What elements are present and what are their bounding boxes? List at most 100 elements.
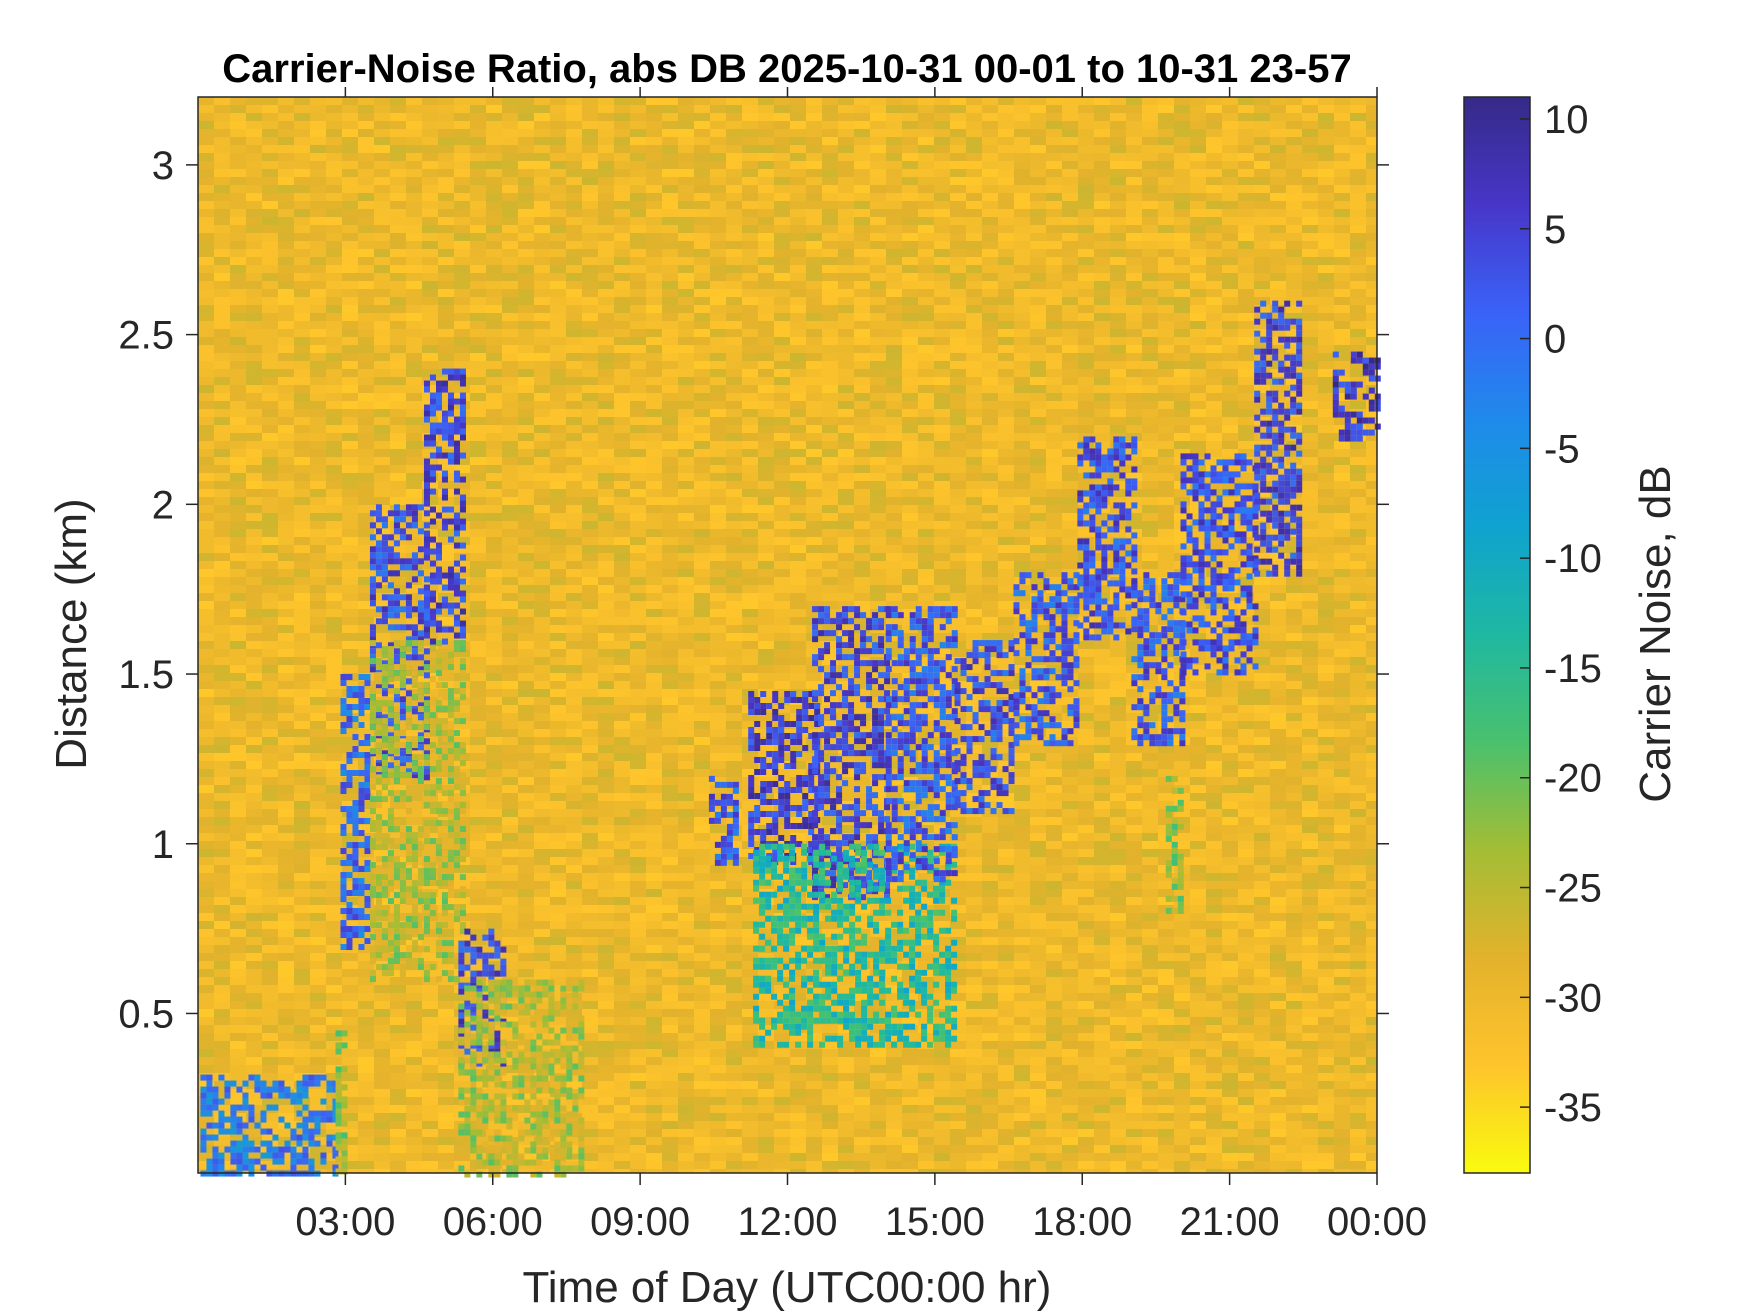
heatmap-cell xyxy=(566,449,582,457)
heatmap-cell xyxy=(518,961,534,969)
heatmap-cell xyxy=(278,321,294,329)
heatmap-cell xyxy=(358,1097,374,1105)
heatmap-cell xyxy=(262,1009,278,1017)
heatmap-cell xyxy=(598,697,614,705)
heatmap-cell xyxy=(694,1081,710,1089)
heatmap-cell xyxy=(726,185,742,193)
heatmap-cell xyxy=(710,953,726,961)
heatmap-cell xyxy=(198,401,214,409)
heatmap-cell xyxy=(646,105,662,113)
heatmap-cell xyxy=(742,137,758,145)
heatmap-cell xyxy=(422,113,438,121)
heatmap-cell xyxy=(230,945,246,953)
heatmap-cell xyxy=(470,889,486,897)
heatmap-cell xyxy=(390,681,406,689)
heatmap-cell xyxy=(662,377,678,385)
heatmap-cell xyxy=(646,1137,662,1145)
heatmap-cell xyxy=(374,161,390,169)
heatmap-cell xyxy=(310,385,326,393)
heatmap-cell xyxy=(598,1065,614,1073)
heatmap-cell xyxy=(502,401,518,409)
heatmap-cell xyxy=(230,473,246,481)
heatmap-cell xyxy=(646,289,662,297)
heatmap-cell xyxy=(406,529,422,537)
heatmap-cell xyxy=(406,113,422,121)
heatmap-cell xyxy=(758,1049,774,1057)
heatmap-cell xyxy=(374,249,390,257)
heatmap-cell xyxy=(582,449,598,457)
heatmap-cell xyxy=(390,977,406,985)
heatmap-cell xyxy=(758,633,774,641)
heatmap-cell xyxy=(614,977,630,985)
heatmap-cell xyxy=(710,377,726,385)
heatmap-cell xyxy=(470,873,486,881)
heatmap-cell xyxy=(198,169,214,177)
heatmap-cell xyxy=(518,513,534,521)
heatmap-cell xyxy=(630,337,646,345)
heatmap-cell xyxy=(230,721,246,729)
heatmap-cell xyxy=(678,625,694,633)
heatmap-cell xyxy=(646,353,662,361)
heatmap-cell xyxy=(550,985,566,993)
heatmap-cell xyxy=(550,825,566,833)
heatmap-cell xyxy=(742,641,758,649)
heatmap-cell xyxy=(358,929,374,937)
heatmap-cell xyxy=(518,1049,534,1057)
heatmap-cell xyxy=(534,937,550,945)
heatmap-cell xyxy=(774,961,790,969)
heatmap-cell xyxy=(214,801,230,809)
heatmap-cell xyxy=(470,801,486,809)
heatmap-cell xyxy=(406,1033,422,1041)
heatmap-cell xyxy=(454,233,470,241)
heatmap-cell xyxy=(374,1001,390,1009)
heatmap-cell xyxy=(758,1129,774,1137)
heatmap-cell xyxy=(566,569,582,577)
heatmap-cell xyxy=(358,1169,374,1173)
heatmap-cell xyxy=(646,225,662,233)
heatmap-cell xyxy=(630,529,646,537)
heatmap-cell xyxy=(278,289,294,297)
heatmap-cell xyxy=(374,377,390,385)
heatmap-cell xyxy=(198,889,214,897)
heatmap-cell xyxy=(566,929,582,937)
heatmap-cell xyxy=(710,257,726,265)
heatmap-cell xyxy=(422,793,438,801)
heatmap-cell xyxy=(262,905,278,913)
heatmap-cell xyxy=(582,1049,598,1057)
heatmap-cell xyxy=(230,377,246,385)
heatmap-cell xyxy=(406,1009,422,1017)
heatmap-cell xyxy=(262,457,278,465)
heatmap-cell xyxy=(646,649,662,657)
heatmap-cell xyxy=(502,457,518,465)
heatmap-cell xyxy=(326,1089,342,1097)
heatmap-cell xyxy=(390,497,406,505)
heatmap-cell xyxy=(614,289,630,297)
heatmap-cell xyxy=(358,665,374,673)
heatmap-cell xyxy=(278,1081,294,1089)
heatmap-cell xyxy=(422,177,438,185)
heatmap-cell xyxy=(310,313,326,321)
heatmap-cell xyxy=(246,953,262,961)
heatmap-cell xyxy=(470,249,486,257)
heatmap-cell xyxy=(486,409,502,417)
heatmap-cell xyxy=(518,873,534,881)
heatmap-cell xyxy=(726,425,742,433)
heatmap-cell xyxy=(470,577,486,585)
heatmap-cell xyxy=(358,569,374,577)
heatmap-cell xyxy=(342,825,358,833)
heatmap-cell xyxy=(710,153,726,161)
heatmap-cell xyxy=(502,481,518,489)
heatmap-cell xyxy=(662,777,678,785)
heatmap-cell xyxy=(566,169,582,177)
heatmap-cell xyxy=(550,865,566,873)
heatmap-cell xyxy=(470,353,486,361)
heatmap-cell xyxy=(374,865,390,873)
heatmap-cell xyxy=(646,553,662,561)
heatmap-cell xyxy=(502,1113,518,1121)
heatmap-cell xyxy=(406,617,422,625)
heatmap-cell xyxy=(246,241,262,249)
heatmap-cell xyxy=(726,209,742,217)
heatmap-cell xyxy=(406,1057,422,1065)
heatmap-cell xyxy=(246,1009,262,1017)
heatmap-cell xyxy=(630,105,646,113)
